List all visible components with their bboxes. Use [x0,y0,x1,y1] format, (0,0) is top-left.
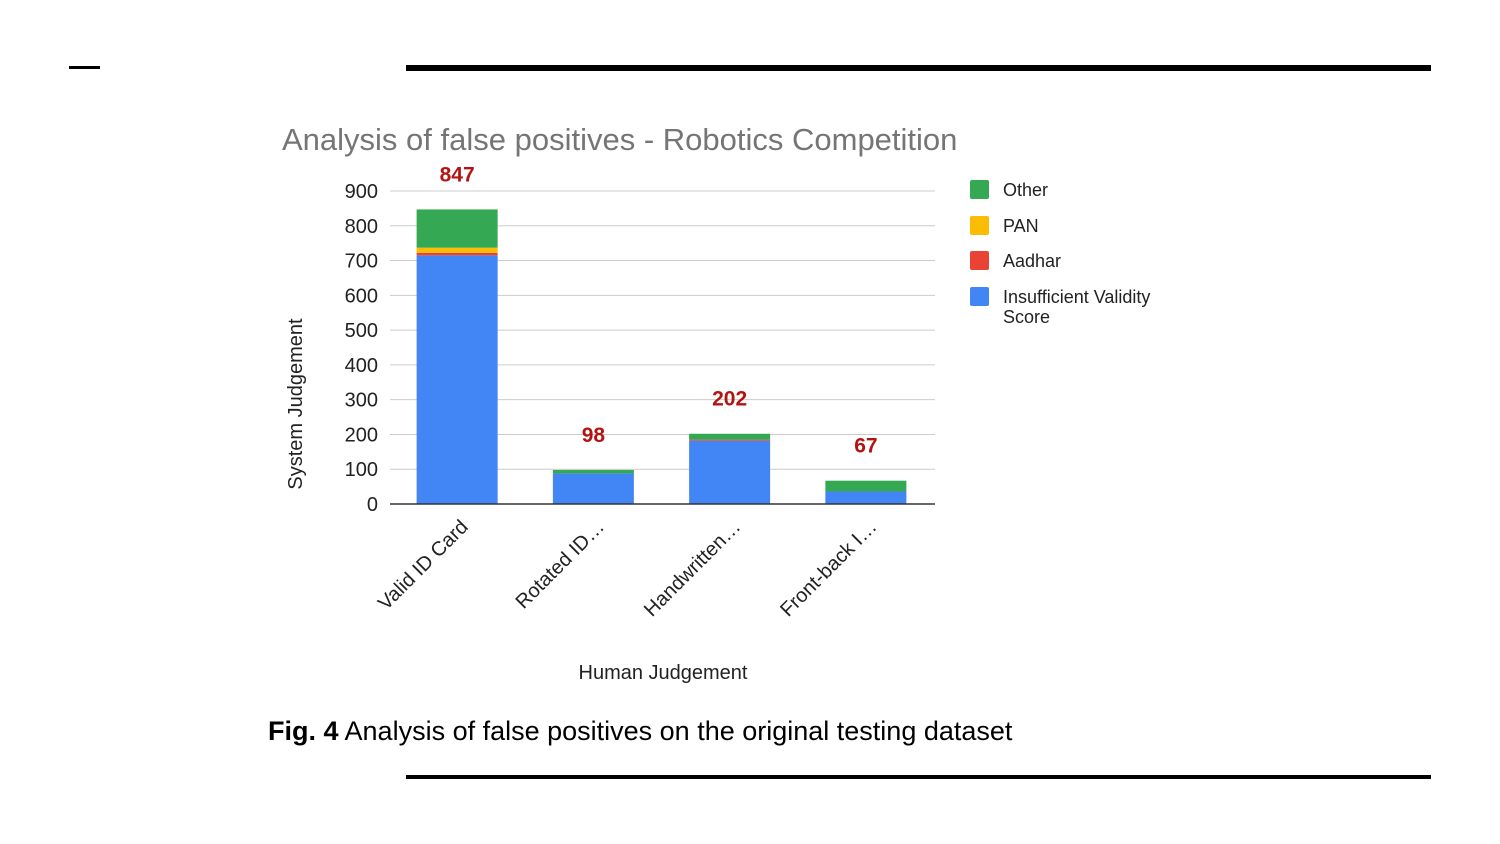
bar-segment [689,439,771,441]
legend-label: Score [1003,307,1050,327]
figure-label: Fig. 4 [268,716,339,746]
bar-total-label: 202 [712,388,747,411]
y-tick-label: 0 [367,494,378,516]
legend-swatch [970,251,989,270]
y-tick-label: 900 [345,181,378,203]
bar-segment [552,469,634,474]
bar-segment [416,255,498,504]
figure-caption: Fig. 4 Analysis of false positives on th… [268,716,1012,747]
bar-segment [689,433,771,440]
legend-label: Insufficient Validity [1003,287,1150,307]
x-tick-label: Front-back I… [776,516,881,621]
legend-label: Aadhar [1003,251,1061,271]
y-tick-label: 200 [345,424,378,446]
chart-title: Analysis of false positives - Robotics C… [282,122,958,157]
bar-segment [416,209,498,248]
x-tick-label: Handwritten… [640,516,745,621]
bar-total-label: 847 [440,163,475,186]
bar-segment [689,440,771,504]
y-tick-label: 500 [345,320,378,342]
bar-total-label: 98 [582,424,606,447]
bar-segment [416,252,498,256]
legend-swatch [970,287,989,306]
y-tick-label: 400 [345,355,378,377]
x-tick-label: Rotated ID… [512,516,609,613]
bar-total-label: 67 [854,435,877,458]
bar-chart: 0 100 200 300 400 500 600 700 800 900 847 Valid ID … [285,163,1150,684]
y-tick-label: 600 [345,285,378,307]
header-short-rule [69,66,100,69]
bar-segment [825,480,907,492]
y-axis-title: System Judgement [285,318,307,490]
y-tick-label: 100 [345,459,378,481]
x-tick-label: Valid ID Card [374,516,473,615]
y-tick-label: 800 [345,216,378,238]
header-rule [406,65,1431,71]
figure-caption-text: Analysis of false positives on the origi… [338,716,1013,746]
y-tick-label: 700 [345,251,378,273]
legend-swatch [970,216,989,235]
bar-segment [825,491,907,504]
legend-label: PAN [1003,216,1039,236]
bar-segment [552,473,634,504]
bar-segment [416,247,498,253]
legend-swatch [970,180,989,199]
legend-label: Other [1003,180,1048,200]
footer-rule [406,775,1431,779]
y-tick-label: 300 [345,390,378,412]
x-axis-title: Human Judgement [579,662,748,684]
